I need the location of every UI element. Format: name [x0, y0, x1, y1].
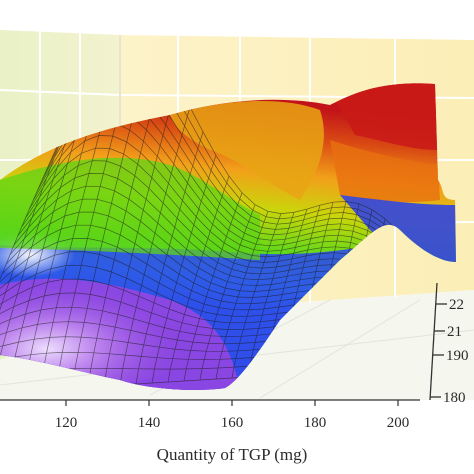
- mesh-line-col: [0, 109, 74, 390]
- mesh-line-col: [0, 139, 61, 390]
- x-tick-label-160: 160: [221, 415, 244, 431]
- left-wall-grid-line: [0, 89, 121, 96]
- z-axis: 22 21 190 180: [429, 282, 469, 406]
- x-axis: 120 140 160 180 200 Quantity of TGP (mg): [0, 399, 420, 464]
- surface-highlight: [0, 265, 215, 385]
- mesh-line-col: [135, 131, 204, 385]
- mesh-line-col: [247, 212, 295, 378]
- mesh-line-col: [199, 204, 256, 381]
- mesh-line-col: [231, 213, 282, 379]
- x-axis-label: Quantity of TGP (mg): [157, 445, 308, 464]
- surface-red-region: [335, 83, 438, 150]
- mesh-line-col: [215, 211, 269, 380]
- surface-orange-region: [170, 100, 324, 200]
- z-tick-label-21: 21: [447, 324, 462, 340]
- z-tick-label-180: 180: [443, 390, 466, 406]
- mesh-line-col: [103, 83, 178, 387]
- response-surface: [0, 83, 456, 390]
- mesh-line-col: [167, 175, 230, 383]
- x-tick-label-140: 140: [138, 415, 161, 431]
- x-tick-label-120: 120: [55, 415, 78, 431]
- mesh-line-col: [119, 107, 191, 386]
- surface-orange-band: [330, 140, 440, 203]
- x-tick-label-200: 200: [387, 415, 410, 431]
- z-tick-label-22: 22: [449, 297, 464, 313]
- z-tick-label-190: 190: [446, 348, 469, 364]
- x-tick-label-180: 180: [304, 415, 327, 431]
- surface-green-region: [0, 157, 260, 260]
- mesh-line-col: [151, 155, 217, 384]
- z-axis-line: [429, 282, 438, 401]
- mesh-line-col: [183, 192, 243, 382]
